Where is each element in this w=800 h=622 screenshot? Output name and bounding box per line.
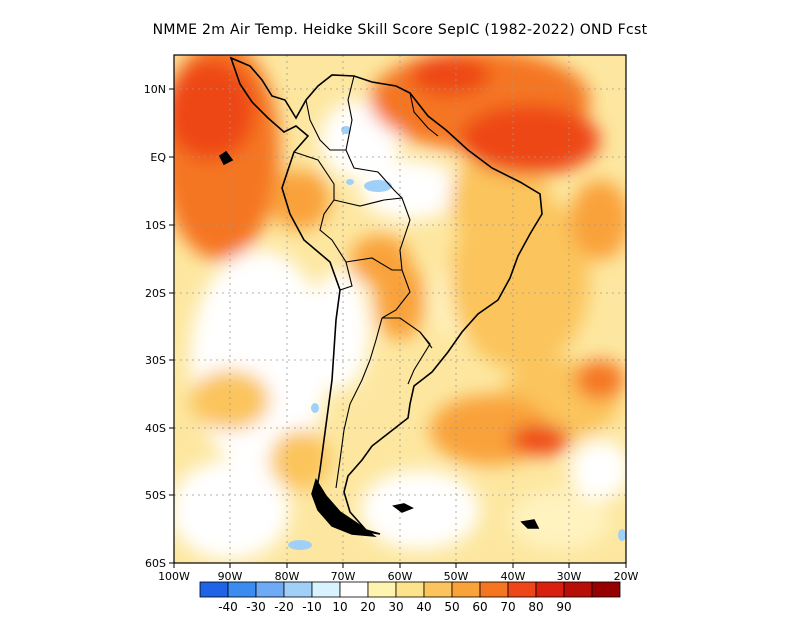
lon-label: 60W xyxy=(388,570,413,583)
colorbar-swatch xyxy=(423,581,453,598)
lat-label: 20S xyxy=(145,287,166,300)
colorbar-label: -30 xyxy=(246,600,266,614)
lat-label: 60S xyxy=(145,557,166,570)
colorbar-swatch xyxy=(311,581,341,598)
colorbar-swatch xyxy=(535,581,565,598)
colorbar-label: 50 xyxy=(444,600,459,614)
colorbar: -40 -30 -20 -10 10 20 30 40 50 60 70 80 … xyxy=(199,581,621,614)
lat-label: EQ xyxy=(150,151,166,164)
colorbar-label: 90 xyxy=(556,600,571,614)
colorbar-swatch xyxy=(283,581,313,598)
lon-label: 90W xyxy=(218,570,243,583)
colorbar-label: 70 xyxy=(500,600,515,614)
colorbar-label: 40 xyxy=(416,600,431,614)
lon-label: 70W xyxy=(331,570,356,583)
lat-label: 40S xyxy=(145,422,166,435)
colorbar-swatch xyxy=(227,581,257,598)
colorbar-label: -40 xyxy=(218,600,238,614)
lat-axis: 10N EQ 10S 20S 30S 40S 50S 60S xyxy=(144,83,174,570)
lon-label: 40W xyxy=(501,570,526,583)
lat-label: 10S xyxy=(145,219,166,232)
lat-label: 50S xyxy=(145,489,166,502)
colorbar-label: -10 xyxy=(302,600,322,614)
colorbar-swatch xyxy=(367,581,397,598)
colorbar-swatch xyxy=(507,581,537,598)
lon-label: 80W xyxy=(275,570,300,583)
coastlines xyxy=(218,56,543,538)
colorbar-label: -20 xyxy=(274,600,294,614)
lon-label: 50W xyxy=(444,570,469,583)
colorbar-swatch xyxy=(199,581,229,598)
skill-field xyxy=(174,55,626,563)
map-title: NMME 2m Air Temp. Heidke Skill Score Sep… xyxy=(152,22,648,38)
lon-label: 20W xyxy=(614,570,639,583)
country-borders xyxy=(293,75,439,489)
colorbar-label: 60 xyxy=(472,600,487,614)
lat-label: 30S xyxy=(145,354,166,367)
colorbar-swatch xyxy=(255,581,285,598)
colorbar-swatch xyxy=(451,581,481,598)
negative-skill-patches xyxy=(288,126,626,550)
colorbar-swatch xyxy=(591,581,621,598)
colorbar-label: 30 xyxy=(388,600,403,614)
colorbar-boxes xyxy=(199,581,621,598)
lat-label: 10N xyxy=(144,83,166,96)
colorbar-swatch xyxy=(339,581,369,598)
colorbar-swatch xyxy=(395,581,425,598)
colorbar-label: 80 xyxy=(528,600,543,614)
colorbar-swatch xyxy=(479,581,509,598)
lon-label: 100W xyxy=(158,570,190,583)
colorbar-label: 10 xyxy=(332,600,347,614)
lon-label: 30W xyxy=(557,570,582,583)
lon-axis: 100W 90W 80W 70W 60W 50W 40W 30W 20W xyxy=(158,563,639,583)
colorbar-label: 20 xyxy=(360,600,375,614)
colorbar-swatch xyxy=(563,581,593,598)
